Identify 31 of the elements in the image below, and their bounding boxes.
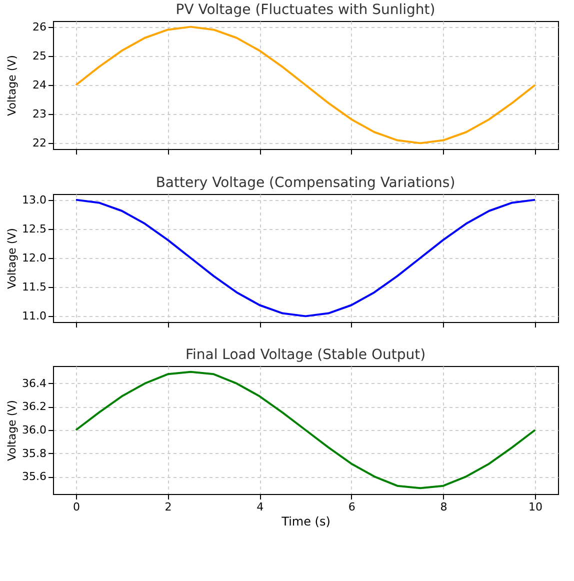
- line-series: [74, 198, 536, 318]
- line-series: [74, 26, 536, 144]
- y-tick-label: 23: [32, 108, 46, 121]
- y-tick-label: 22: [32, 136, 46, 150]
- x-tick-label: 10: [528, 500, 543, 514]
- x-tick-label: 8: [440, 500, 448, 514]
- chart-title: Battery Voltage (Compensating Variations): [156, 174, 456, 191]
- y-tick-label: 35.6: [22, 470, 46, 484]
- y-axis-title: Voltage (V): [6, 400, 18, 461]
- y-tick-label: 26: [32, 20, 46, 34]
- y-tick-label: 35.8: [22, 446, 46, 460]
- y-tick-label: 25: [32, 49, 46, 62]
- x-tick-label: 6: [348, 500, 356, 514]
- y-tick-label: 36.2: [22, 400, 46, 414]
- y-tick-label: 24: [32, 78, 46, 92]
- x-tick-label: 4: [256, 500, 264, 514]
- x-tick-label: 2: [164, 500, 172, 514]
- y-tick-label: 12.0: [22, 252, 46, 264]
- y-tick-label: 12.5: [22, 222, 46, 236]
- chart-title: Final Load Voltage (Stable Output): [185, 347, 426, 363]
- y-tick-label: 13.0: [22, 193, 46, 206]
- x-tick-label: 0: [72, 500, 80, 514]
- y-axis-title: Voltage (V): [6, 228, 18, 289]
- y-tick-label: 36.4: [22, 376, 46, 390]
- chart-title: PV Voltage (Fluctuates with Sunlight): [176, 2, 436, 18]
- y-axis-title: Voltage (V): [6, 55, 18, 116]
- line-series: [74, 370, 536, 490]
- y-tick-label: 36.0: [22, 424, 46, 436]
- y-tick-label: 11.5: [22, 280, 46, 294]
- x-axis-title: Time (s): [280, 514, 330, 528]
- y-tick-label: 11.0: [22, 310, 46, 323]
